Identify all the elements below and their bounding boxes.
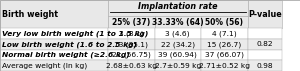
- Bar: [248, 50, 282, 60]
- Bar: [201, 39, 247, 50]
- Text: Low birth weight (1.6 to 2.5 kg): Low birth weight (1.6 to 2.5 kg): [2, 41, 137, 48]
- Text: Birth weight: Birth weight: [2, 10, 58, 19]
- Bar: [248, 39, 282, 50]
- Text: 2.7±0.59 kg: 2.7±0.59 kg: [154, 63, 201, 69]
- Text: 2.68±0.63 kg: 2.68±0.63 kg: [106, 63, 157, 69]
- Bar: [0, 0, 108, 28]
- Bar: [248, 0, 282, 28]
- Text: 3 (4.6): 3 (4.6): [165, 30, 190, 37]
- Text: Very low birth weight (1 to 1.5 kg): Very low birth weight (1 to 1.5 kg): [2, 30, 148, 37]
- Text: 4 (7.1): 4 (7.1): [212, 30, 237, 37]
- Bar: [0, 60, 108, 71]
- Text: 0.98: 0.98: [256, 63, 273, 69]
- Bar: [201, 28, 247, 39]
- Text: Average weight (In kg): Average weight (In kg): [2, 62, 87, 69]
- Bar: [154, 39, 201, 50]
- Bar: [108, 16, 154, 28]
- Text: 22 (34.2): 22 (34.2): [161, 41, 195, 48]
- Bar: [108, 50, 154, 60]
- Text: 21 (56.75): 21 (56.75): [112, 52, 151, 58]
- Text: 37 (66.07): 37 (66.07): [205, 52, 244, 58]
- Bar: [248, 28, 282, 39]
- Text: 33.33% (64): 33.33% (64): [152, 18, 204, 26]
- Bar: [108, 0, 248, 16]
- Bar: [201, 16, 247, 28]
- Bar: [108, 39, 154, 50]
- Bar: [154, 28, 201, 39]
- Bar: [248, 60, 282, 71]
- Bar: [0, 50, 108, 60]
- Text: P-value: P-value: [248, 10, 282, 19]
- Text: Implantation rate: Implantation rate: [138, 2, 218, 11]
- Bar: [154, 50, 201, 60]
- Bar: [154, 60, 201, 71]
- Text: 3 (8.1): 3 (8.1): [119, 30, 144, 37]
- Text: 13 (35.1): 13 (35.1): [114, 41, 148, 48]
- Bar: [201, 50, 247, 60]
- Text: 2.71±0.52 kg: 2.71±0.52 kg: [199, 63, 250, 69]
- Bar: [154, 16, 201, 28]
- Text: 0.82: 0.82: [256, 41, 273, 47]
- Text: 39 (60.94): 39 (60.94): [158, 52, 197, 58]
- Text: 15 (26.7): 15 (26.7): [207, 41, 242, 48]
- Text: 25% (37): 25% (37): [112, 18, 150, 26]
- Bar: [201, 60, 247, 71]
- Bar: [108, 28, 154, 39]
- Bar: [108, 60, 154, 71]
- Text: 50% (56): 50% (56): [205, 18, 243, 26]
- Text: Normal birth weight (≥2.6 kg): Normal birth weight (≥2.6 kg): [2, 52, 130, 58]
- Bar: [0, 28, 108, 39]
- Bar: [0, 39, 108, 50]
